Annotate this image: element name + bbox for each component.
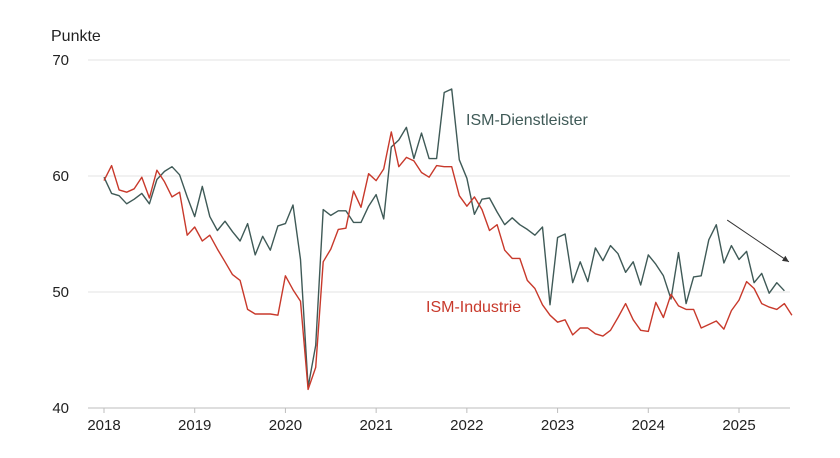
x-axis-ticks: 2018 2019 2020 2021 2022 2023 2024 2025 [87, 408, 756, 434]
series-line-services [103, 88, 785, 388]
y-tick-label: 40 [52, 400, 69, 417]
y-axis-unit-label: Punkte [51, 28, 101, 45]
x-tick-label: 2023 [541, 417, 574, 434]
series-label-services: ISM-Dienstleister [466, 112, 588, 129]
x-tick-label: 2025 [722, 417, 755, 434]
y-tick-label: 60 [52, 168, 69, 185]
x-tick-label: 2022 [450, 417, 483, 434]
series-line-manufacturing [103, 131, 793, 391]
trend-arrow-head [781, 255, 789, 262]
annotations [726, 219, 790, 263]
series-label-manufacturing: ISM-Industrie [426, 299, 521, 316]
grid-lines [88, 59, 790, 293]
y-axis-ticks: 40 50 60 70 [52, 52, 69, 417]
x-tick-label: 2021 [359, 417, 392, 434]
x-tick-label: 2018 [87, 417, 120, 434]
y-tick-label: 50 [52, 284, 69, 301]
x-tick-label: 2019 [178, 417, 211, 434]
trend-arrow-line [726, 219, 790, 263]
x-tick-label: 2020 [269, 417, 302, 434]
x-tick-label: 2024 [632, 417, 665, 434]
y-tick-label: 70 [52, 52, 69, 69]
series-lines [103, 88, 793, 391]
